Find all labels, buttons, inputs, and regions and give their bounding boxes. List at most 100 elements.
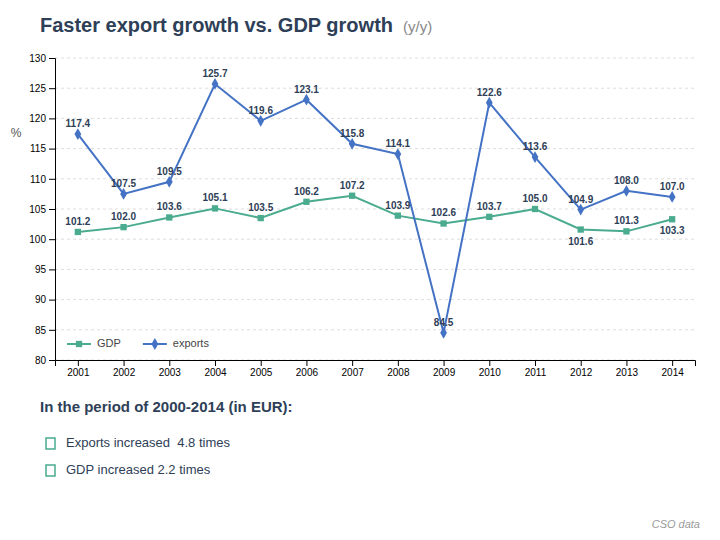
series-point [532,206,538,212]
grid-line [55,209,695,210]
chart-container: Faster export growth vs. GDP growth (y/y)… [0,0,720,540]
x-tick: 2008 [387,360,410,378]
y-tick-label: 95 [35,264,47,275]
x-tick-label: 2004 [204,367,227,378]
series-point [578,226,584,232]
y-tick: 95 [35,264,55,275]
y-tick: 120 [29,113,55,124]
grid-line [55,118,695,119]
series-point [440,220,446,226]
legend-item: exports [143,337,210,350]
y-tick: 105 [29,204,55,215]
series-point [212,78,219,90]
data-label: 103.3 [660,225,685,236]
y-tick-label: 125 [29,83,46,94]
x-tick-label: 2010 [479,367,502,378]
data-label: 101.3 [614,215,639,226]
series-line [78,84,672,333]
x-tick-mark [261,360,262,366]
y-tick: 130 [29,53,55,64]
x-tick: 2003 [159,360,182,378]
subtitle: (y/y) [403,18,432,35]
x-axis-line [56,361,696,367]
x-tick: 2002 [113,360,136,378]
data-label: 102.0 [111,211,136,222]
legend-label: GDP [97,337,121,349]
x-tick: 2013 [616,360,639,378]
y-tick-label: 120 [29,113,46,124]
legend-swatch-marker [76,341,82,347]
series-point [257,115,264,127]
data-label: 104.9 [568,194,593,205]
data-label: 122.6 [477,87,502,98]
x-tick-label: 2008 [387,367,410,378]
x-tick-mark [444,360,445,366]
y-tick: 90 [35,294,55,305]
y-tick-mark [49,269,55,270]
y-tick-mark [49,330,55,331]
series-point [212,205,218,211]
x-tick: 2010 [479,360,502,378]
series-point [303,199,309,205]
y-tick-mark [49,88,55,89]
x-tick-mark [535,360,536,366]
grid [55,58,695,360]
data-label: 103.6 [157,201,182,212]
y-tick-mark [49,209,55,210]
y-tick-label: 90 [35,294,47,305]
x-axis: 2001200220032004200520062007200820092010… [56,360,696,378]
y-tick-label: 100 [29,234,46,245]
data-label: 113.6 [523,141,548,152]
data-label: 102.6 [431,207,456,218]
x-tick: 2001 [67,360,90,378]
legend-swatch-marker [151,338,158,350]
grid-line [55,178,695,179]
x-tick: 2014 [662,360,685,378]
x-tick-mark [489,360,490,366]
series-point [669,216,675,222]
y-tick-mark [49,118,55,119]
series-point [486,214,492,220]
x-tick-mark [581,360,582,366]
x-tick: 2007 [342,360,365,378]
data-label: 114.1 [386,138,411,149]
footer: CSO data [652,518,700,530]
series-point [349,138,356,150]
title: Faster export growth vs. GDP growth [40,14,393,36]
y-tick: 100 [29,234,55,245]
data-label: 123.1 [294,84,319,95]
annotation-heading: In the period of 2000-2014 (in EUR): [40,398,293,415]
y-tick: 110 [30,174,55,185]
y-axis-line [49,59,56,361]
x-tick-label: 2011 [525,367,547,378]
series-point [258,215,264,221]
x-tick-mark [352,360,353,366]
data-label: 107.5 [111,178,136,189]
data-label: 101.2 [65,216,90,227]
data-label: 106.2 [294,186,319,197]
y-tick-label: 115 [30,143,46,154]
series-point [394,148,401,160]
series-point [486,97,493,109]
y-tick-label: 130 [29,53,46,64]
x-tick-mark [626,360,627,366]
x-tick: 2005 [250,360,273,378]
annotation-bullet: Exports increased 4.8 times [66,435,231,450]
series-point [623,185,630,197]
series-point [577,204,584,216]
x-tick-mark [398,360,399,366]
grid-line [55,299,695,300]
y-tick: 85 [35,325,55,336]
x-tick: 2009 [433,360,456,378]
data-label: 84.5 [434,317,454,328]
chart-svg: Faster export growth vs. GDP growth (y/y)… [0,0,720,540]
y-tick-label: 110 [30,174,46,185]
series-point [395,212,401,218]
x-tick-label: 2007 [342,367,365,378]
annotation-bullet: GDP increased 2.2 times [66,462,211,477]
series-point [120,188,127,200]
y-axis: 80859095100105110115120125130 [29,53,55,366]
x-tick-label: 2013 [616,367,639,378]
series-point [623,228,629,234]
data-label: 103.9 [385,200,410,211]
